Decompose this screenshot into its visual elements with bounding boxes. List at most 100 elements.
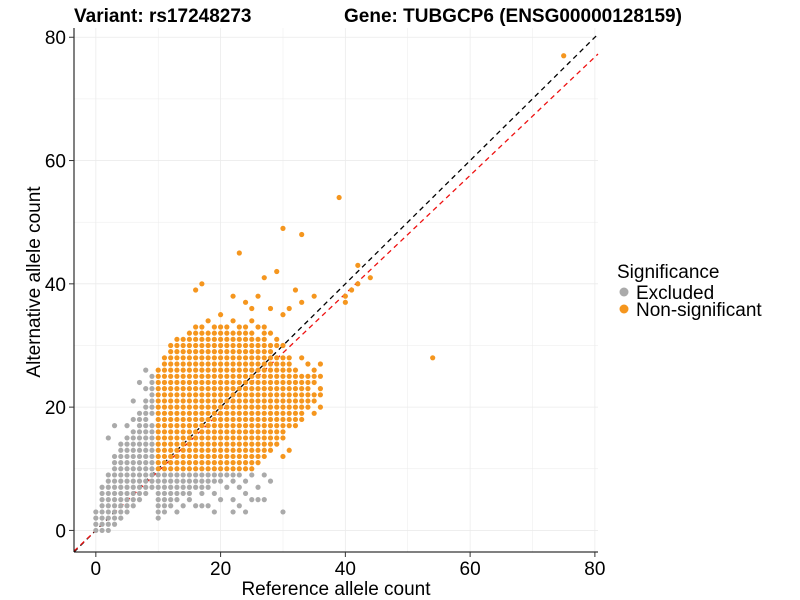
point-non-significant <box>255 293 261 299</box>
point-non-significant <box>317 392 324 398</box>
point-non-significant <box>267 435 274 441</box>
point-non-significant <box>317 386 324 392</box>
point-non-significant <box>249 305 255 312</box>
point-excluded <box>124 441 130 447</box>
point-non-significant <box>205 460 211 466</box>
point-excluded <box>124 447 130 453</box>
point-excluded <box>143 484 149 490</box>
point-non-significant <box>186 392 193 398</box>
point-non-significant <box>155 423 161 429</box>
point-non-significant <box>205 423 211 429</box>
point-non-significant <box>168 435 174 441</box>
point-non-significant <box>280 225 286 231</box>
point-non-significant <box>261 275 267 281</box>
point-non-significant <box>261 429 267 435</box>
point-non-significant <box>249 361 255 367</box>
point-non-significant <box>261 404 267 410</box>
point-excluded <box>143 472 149 478</box>
point-excluded <box>143 453 149 460</box>
point-excluded <box>168 472 174 478</box>
point-excluded <box>224 484 230 490</box>
point-non-significant <box>168 379 174 386</box>
legend-label-non-significant: Non-significant <box>636 300 762 321</box>
point-non-significant <box>249 349 255 355</box>
point-non-significant <box>199 416 205 423</box>
point-non-significant <box>205 318 211 324</box>
x-axis-label: Reference allele count <box>241 579 431 600</box>
point-non-significant <box>311 373 317 379</box>
point-non-significant <box>261 416 267 423</box>
point-non-significant <box>280 392 286 398</box>
point-excluded <box>149 453 155 460</box>
point-non-significant <box>286 398 292 404</box>
point-non-significant <box>274 398 280 404</box>
point-excluded <box>130 472 136 478</box>
point-non-significant <box>255 361 261 367</box>
point-excluded <box>118 441 124 447</box>
point-non-significant <box>249 416 255 423</box>
point-non-significant <box>280 367 286 373</box>
point-non-significant <box>236 423 242 429</box>
point-non-significant <box>224 330 230 336</box>
point-non-significant <box>155 410 161 416</box>
point-excluded <box>99 490 105 497</box>
point-non-significant <box>267 349 274 355</box>
point-non-significant <box>274 429 280 435</box>
point-non-significant <box>224 466 230 472</box>
point-non-significant <box>217 435 224 441</box>
point-non-significant <box>217 429 224 435</box>
point-non-significant <box>174 404 180 410</box>
point-non-significant <box>236 250 242 256</box>
point-excluded <box>168 478 174 484</box>
point-excluded <box>155 515 161 521</box>
point-non-significant <box>286 423 292 429</box>
point-excluded <box>143 404 149 410</box>
point-excluded <box>136 423 143 429</box>
point-non-significant <box>236 349 242 355</box>
point-non-significant <box>230 460 236 466</box>
point-non-significant <box>261 386 267 392</box>
point-non-significant <box>242 324 249 330</box>
point-non-significant <box>355 262 361 268</box>
point-non-significant <box>161 435 168 441</box>
point-excluded <box>149 447 155 453</box>
grid <box>74 28 598 552</box>
point-non-significant <box>267 379 274 386</box>
point-non-significant <box>236 466 242 472</box>
point-non-significant <box>230 447 236 453</box>
point-non-significant <box>280 355 286 361</box>
point-non-significant <box>274 367 280 373</box>
point-non-significant <box>236 355 242 361</box>
point-non-significant <box>168 404 174 410</box>
point-non-significant <box>180 367 186 373</box>
point-non-significant <box>274 336 280 342</box>
point-non-significant <box>224 423 230 429</box>
point-excluded <box>205 472 211 478</box>
point-excluded <box>99 509 105 515</box>
point-non-significant <box>286 447 292 453</box>
point-non-significant <box>274 416 280 423</box>
point-excluded <box>124 509 130 515</box>
point-non-significant <box>174 447 180 453</box>
point-non-significant <box>242 460 249 466</box>
point-non-significant <box>211 355 217 361</box>
point-non-significant <box>193 404 199 410</box>
point-non-significant <box>168 361 174 367</box>
point-non-significant <box>217 453 224 460</box>
point-excluded <box>111 453 118 460</box>
point-non-significant <box>274 361 280 367</box>
point-non-significant <box>217 416 224 423</box>
point-non-significant <box>217 373 224 379</box>
point-non-significant <box>199 330 205 336</box>
point-excluded <box>118 515 124 521</box>
point-excluded <box>168 490 174 497</box>
point-excluded <box>130 435 136 441</box>
point-non-significant <box>224 336 230 342</box>
point-excluded <box>168 503 174 509</box>
point-non-significant <box>242 349 249 355</box>
point-non-significant <box>255 386 261 392</box>
point-excluded <box>136 429 143 435</box>
point-non-significant <box>274 342 280 349</box>
point-excluded <box>111 472 118 478</box>
point-non-significant <box>286 410 292 416</box>
